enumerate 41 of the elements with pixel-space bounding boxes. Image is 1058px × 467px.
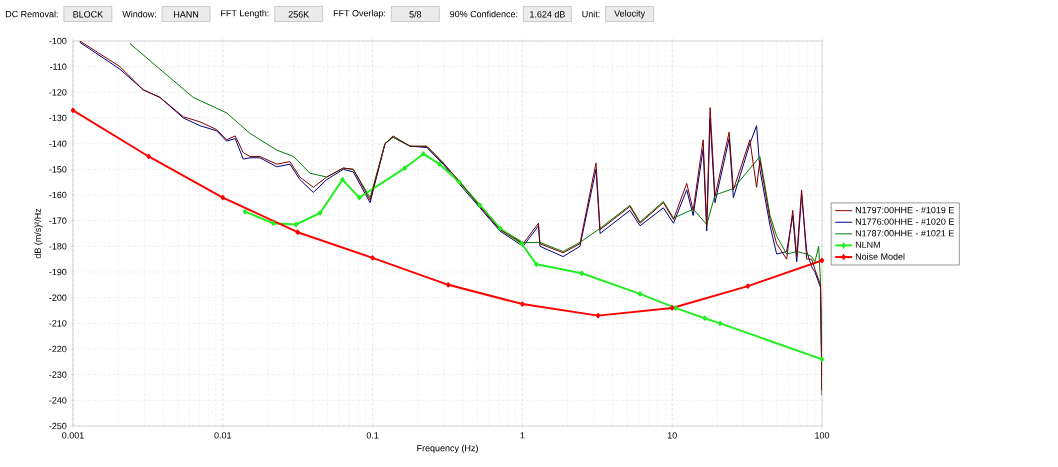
text: Window:: [122, 10, 156, 18]
y-tick-label: -250: [49, 422, 67, 430]
y-tick-label: -110: [49, 63, 67, 70]
y-tick-label: -170: [49, 217, 67, 224]
y-tick-label: -100: [49, 37, 67, 45]
y-tick-label: -220: [49, 345, 67, 353]
text: 5/8: [409, 10, 422, 18]
text: 256K: [288, 11, 310, 18]
y-axis-title: dB (m/s)²/Hz: [34, 208, 43, 259]
y-tick-label: -180: [49, 243, 67, 250]
text: 90% Confidence:: [450, 10, 518, 18]
legend-label: NLNM: [855, 241, 880, 248]
x-axis-title: Frequency (Hz): [417, 444, 478, 454]
y-tick-label: -240: [49, 397, 67, 404]
legend-label: Noise Model: [855, 253, 905, 260]
y-tick-label: -150: [49, 166, 67, 173]
y-tick-label: -230: [49, 371, 67, 378]
legend-label: N1776:00HHE - #1020 E: [855, 218, 954, 225]
text: 1.624 dB: [530, 10, 565, 18]
y-tick-label: -130: [49, 114, 67, 122]
text: Unit:: [582, 10, 600, 18]
y-tick-label: -120: [49, 89, 67, 96]
y-tick-label: -190: [49, 268, 67, 276]
text: DC Removal:: [5, 10, 58, 18]
text: HANN: [174, 11, 199, 18]
y-tick-label: -160: [49, 191, 67, 199]
text: FFT Length:: [221, 9, 269, 19]
x-tick-label: 0.001: [62, 432, 84, 439]
text: FFT Overlap:: [333, 9, 386, 19]
x-tick-label: 0.1: [366, 432, 379, 439]
text: BLOCK: [73, 11, 103, 18]
legend-label: N1797:00HHE - #1019 E: [855, 206, 954, 214]
x-tick-label: 10: [667, 432, 677, 439]
y-tick-label: -200: [49, 294, 67, 301]
x-tick-label: 1: [520, 432, 525, 439]
y-tick-label: -210: [49, 320, 67, 327]
y-tick-label: -140: [49, 140, 67, 147]
x-tick-label: 100: [815, 432, 830, 439]
text: Velocity: [614, 10, 646, 19]
legend-label: N1787:00HHE - #1021 E: [855, 230, 954, 237]
x-tick-label: 0.01: [214, 432, 232, 439]
